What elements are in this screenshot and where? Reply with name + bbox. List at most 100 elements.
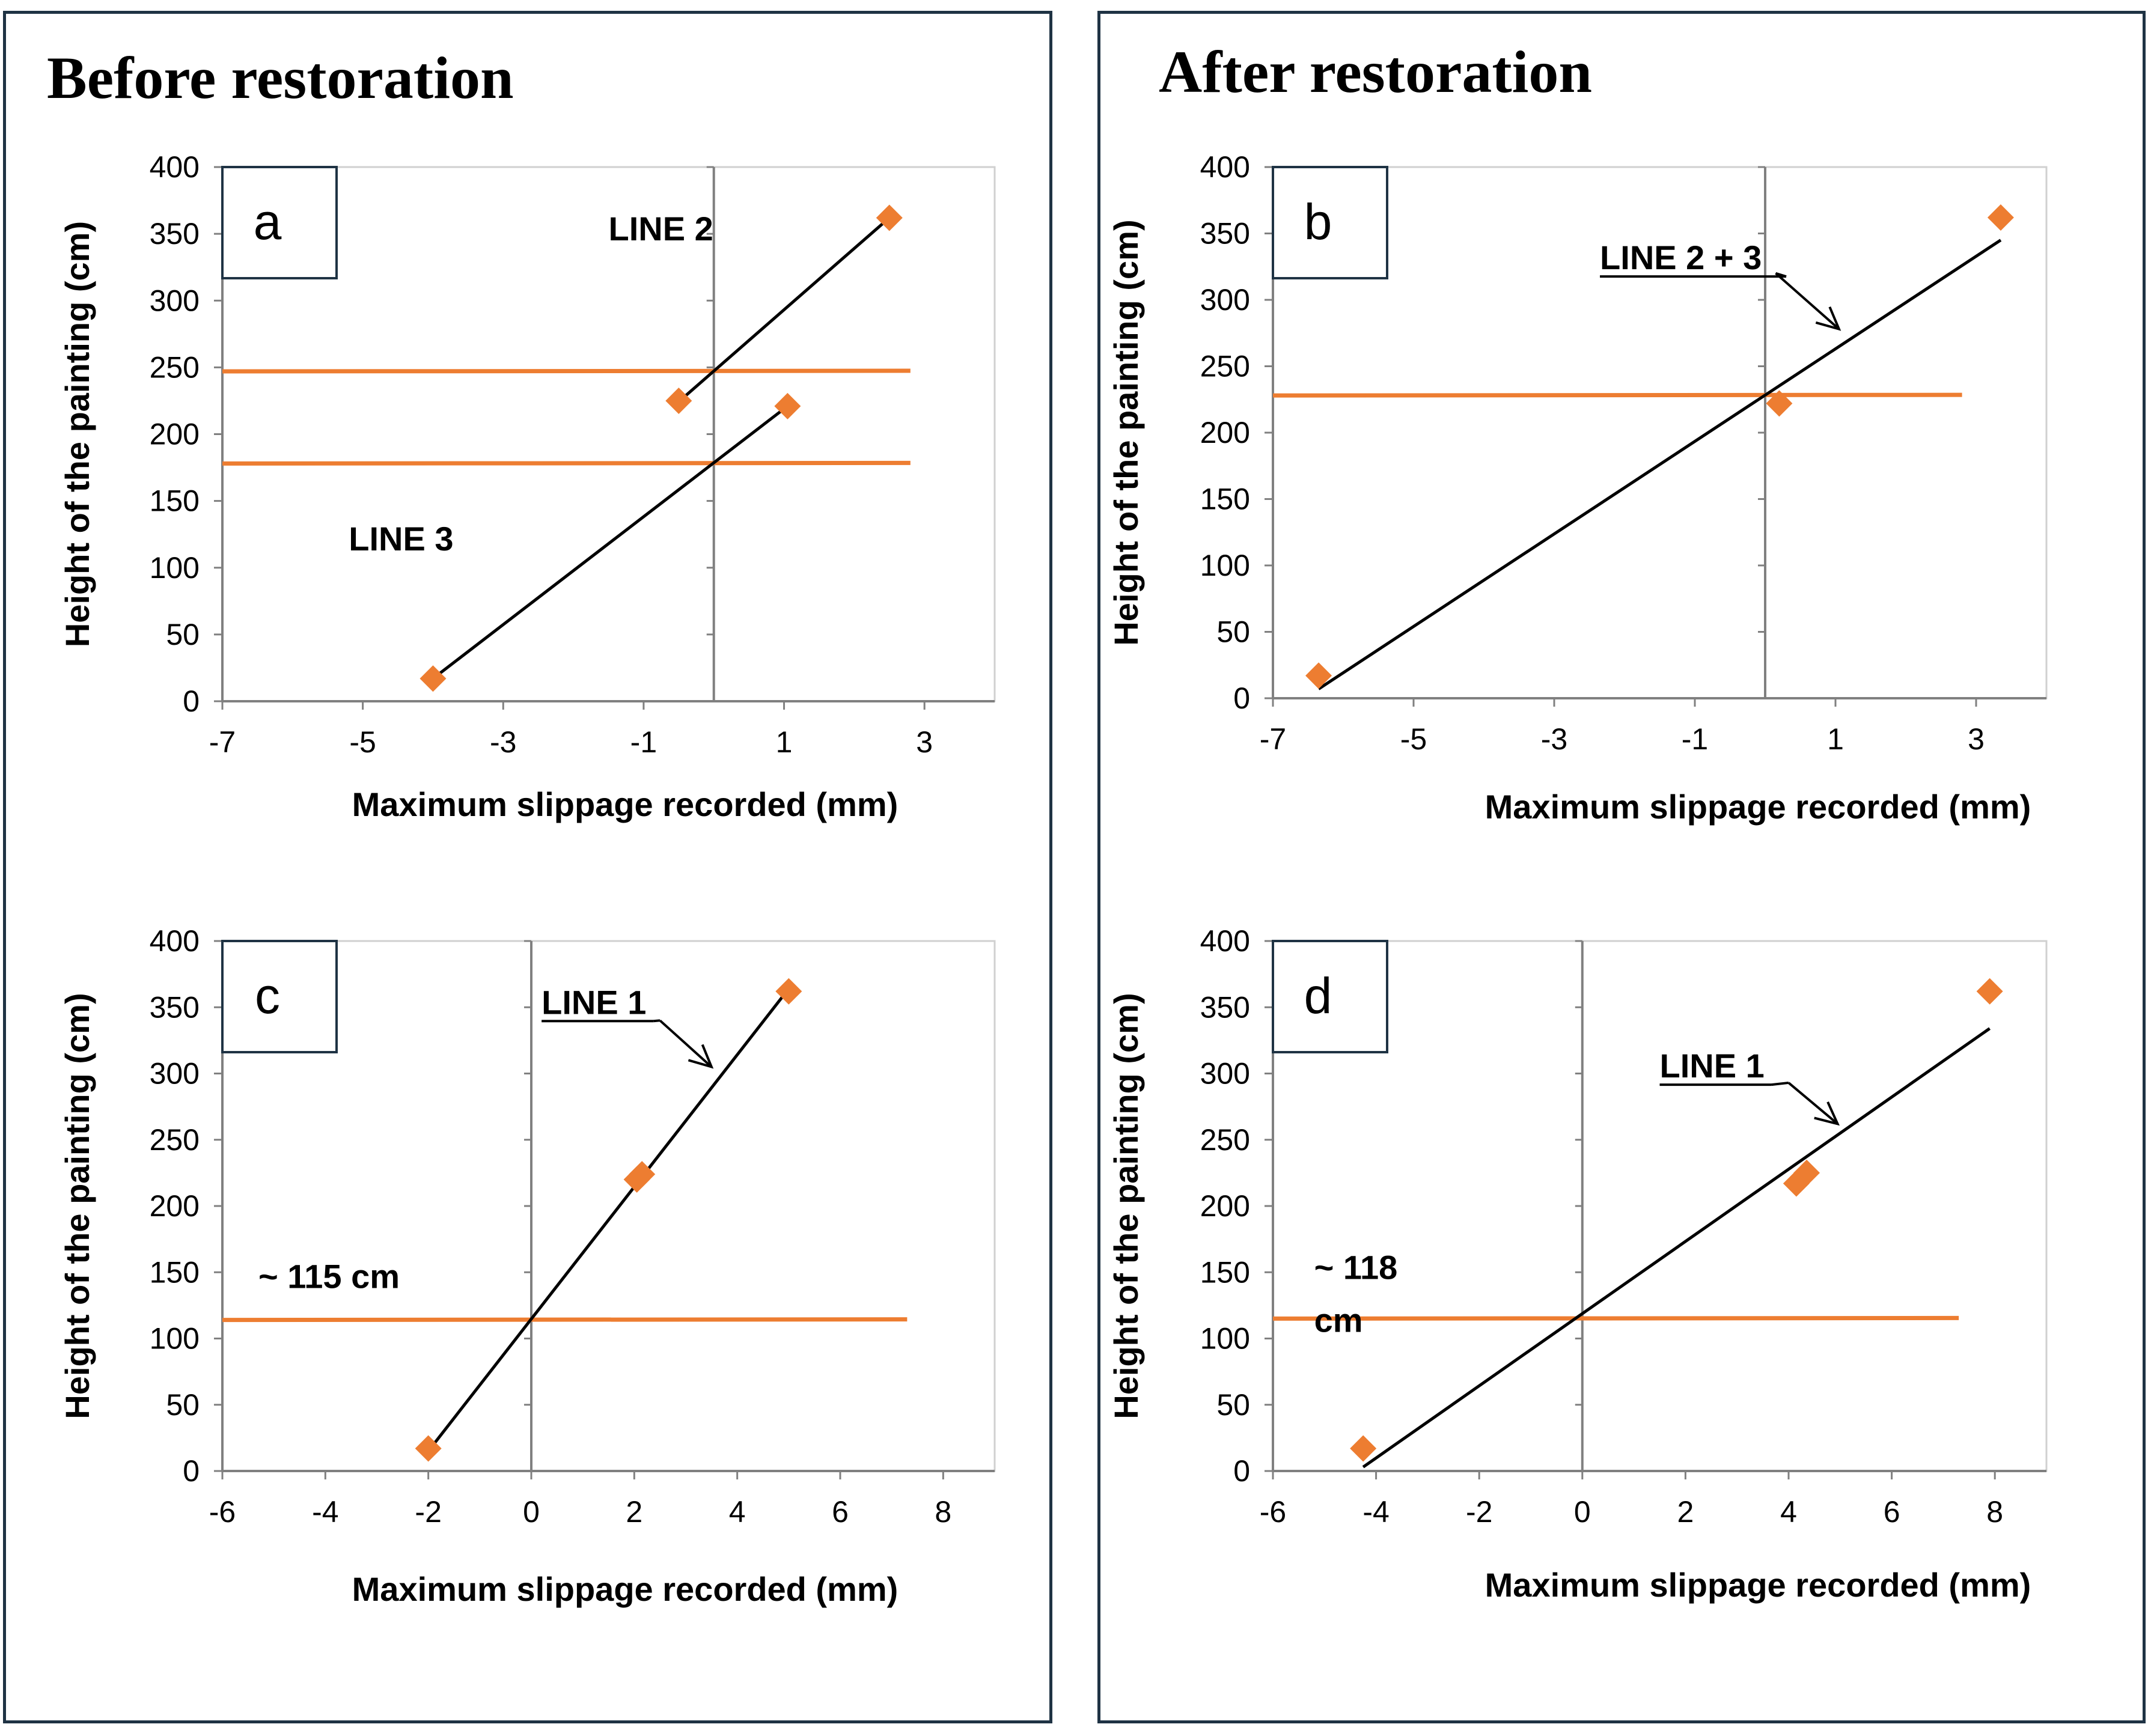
annotation-label: cm <box>1314 1301 1363 1339</box>
y-tick-label: 50 <box>166 618 200 651</box>
fit-line <box>1317 239 2002 690</box>
y-tick-label: 150 <box>150 1255 200 1289</box>
panel-label-box <box>1272 940 1388 1053</box>
y-tick-label: 0 <box>183 684 200 718</box>
y-tick-label: 150 <box>1200 1255 1250 1289</box>
y-axis-title: Height of the painting (cm) <box>1107 993 1145 1419</box>
data-point <box>415 1435 442 1462</box>
data-point <box>876 204 903 231</box>
x-tick-label: -3 <box>490 725 516 759</box>
annotation-arrow-shaft <box>659 1019 713 1068</box>
y-tick-label: 250 <box>1200 350 1250 383</box>
plot-area-d <box>1272 940 2048 1472</box>
x-tick-label: -4 <box>312 1495 338 1529</box>
y-tick-label: 200 <box>150 1189 200 1223</box>
annotation-arrow-shaft <box>1775 272 1840 330</box>
data-point <box>1350 1435 1377 1462</box>
y-tick-label: 400 <box>150 150 200 184</box>
x-tick-label: 4 <box>729 1495 746 1529</box>
x-tick-label: 8 <box>935 1495 951 1529</box>
y-tick-label: 400 <box>1200 150 1250 184</box>
fit-line <box>432 404 789 680</box>
y-tick-label: 300 <box>150 284 200 317</box>
panel-label-box <box>221 166 338 279</box>
y-tick-label: 200 <box>1200 1189 1250 1223</box>
data-point <box>1766 390 1793 417</box>
data-point <box>774 392 801 419</box>
y-tick-label: 0 <box>183 1454 200 1488</box>
data-point <box>1987 204 2014 231</box>
annotation-leader <box>1771 1081 1789 1086</box>
annotation-label: LINE 1 <box>1660 1047 1765 1085</box>
y-axis-title: Height of the painting (cm) <box>58 221 96 647</box>
x-tick-label: 0 <box>523 1495 540 1529</box>
data-point <box>1305 662 1332 689</box>
annotation-label: LINE 2 <box>609 210 713 248</box>
panel-label: c <box>255 967 280 1024</box>
annotation-label: ~ 118 <box>1314 1248 1398 1286</box>
y-tick-label: 350 <box>1200 217 1250 251</box>
x-tick-label: -3 <box>1541 722 1567 756</box>
fit-line <box>427 987 790 1452</box>
x-tick-label: -1 <box>630 725 657 759</box>
y-tick-label: 50 <box>1216 615 1250 649</box>
x-axis-title: Maximum slippage recorded (mm) <box>1485 1566 2031 1604</box>
y-tick-label: 100 <box>150 1322 200 1356</box>
y-tick-label: 250 <box>1200 1123 1250 1157</box>
before-restoration-frame <box>3 11 1052 1723</box>
x-tick-label: 1 <box>776 725 793 759</box>
panel-label: a <box>254 193 282 250</box>
x-tick-label: 1 <box>1827 722 1844 756</box>
after-restoration-frame <box>1097 11 2146 1723</box>
data-point <box>420 665 447 692</box>
fit-line <box>1362 1027 1991 1469</box>
x-axis-title: Maximum slippage recorded (mm) <box>352 785 899 823</box>
x-tick-label: 3 <box>916 725 933 759</box>
y-tick-label: 400 <box>1200 924 1250 958</box>
annotation-arrowhead <box>688 1044 714 1069</box>
y-tick-label: 300 <box>150 1057 200 1091</box>
y-axis-title: Height of the painting (cm) <box>58 993 96 1419</box>
data-point <box>1793 1159 1820 1186</box>
annotation-label: LINE 2 + 3 <box>1600 239 1762 276</box>
x-tick-label: -7 <box>209 725 236 759</box>
y-tick-label: 400 <box>150 924 200 958</box>
x-tick-label: 0 <box>1574 1495 1591 1529</box>
y-tick-label: 0 <box>1233 681 1250 715</box>
x-tick-label: 2 <box>1677 1495 1694 1529</box>
panel-label-box <box>1272 166 1388 279</box>
annotation-arrowhead <box>1814 1101 1840 1126</box>
y-tick-label: 250 <box>150 350 200 384</box>
annotation-leader <box>653 1019 661 1023</box>
annotation-label: LINE 3 <box>349 520 453 558</box>
x-tick-label: 3 <box>1968 722 1985 756</box>
x-tick-label: 4 <box>1780 1495 1797 1529</box>
x-axis-title: Maximum slippage recorded (mm) <box>1485 788 2031 826</box>
panel-label: d <box>1304 967 1332 1024</box>
data-point <box>775 978 802 1005</box>
plot-area-b <box>1272 166 2048 699</box>
annotation-arrow-shaft <box>1787 1082 1838 1125</box>
y-tick-label: 300 <box>1200 1057 1250 1091</box>
data-point <box>629 1161 656 1188</box>
y-tick-label: 300 <box>1200 283 1250 317</box>
x-tick-label: -5 <box>349 725 376 759</box>
y-tick-label: 150 <box>1200 483 1250 516</box>
annotation-label: ~ 115 cm <box>258 1258 400 1296</box>
annotation-arrowhead <box>1815 306 1841 331</box>
y-tick-label: 350 <box>150 217 200 251</box>
y-tick-label: 350 <box>1200 990 1250 1024</box>
x-tick-label: 6 <box>1884 1495 1900 1529</box>
x-axis-title: Maximum slippage recorded (mm) <box>352 1570 899 1608</box>
data-point <box>665 387 692 414</box>
x-tick-label: -6 <box>209 1495 236 1529</box>
panel-label: b <box>1304 193 1332 250</box>
y-axis-title: Height of the painting (cm) <box>1107 219 1145 645</box>
annotation-label: LINE 1 <box>542 983 646 1021</box>
x-tick-label: 6 <box>832 1495 849 1529</box>
x-tick-label: 8 <box>1986 1495 2003 1529</box>
y-tick-label: 100 <box>1200 1322 1250 1356</box>
y-tick-label: 100 <box>150 551 200 585</box>
y-tick-label: 50 <box>166 1388 200 1422</box>
